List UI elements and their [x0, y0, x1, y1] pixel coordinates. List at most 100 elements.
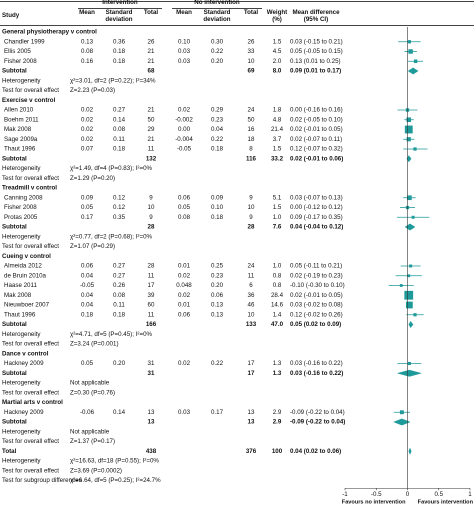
control-cell: -0.05 — [177, 146, 192, 153]
intervention-cell: 0.35 — [113, 214, 126, 221]
subtotal-md-label: 0.03 (-0.16 to 0.22) — [290, 370, 343, 377]
stat-label: Test for overall effect — [2, 341, 59, 348]
control-cell: 10 — [248, 204, 255, 211]
column-header: Mean — [79, 9, 95, 16]
intervention-cell: 21 — [148, 107, 155, 114]
weight-cell: 4.5 — [273, 48, 282, 55]
intervention-cell: 0.05 — [81, 204, 94, 211]
subtotal-md-label: 0.04 (-0.04 to 0.12) — [290, 224, 343, 231]
intervention-cell: 50 — [148, 116, 155, 123]
weight-cell: 21.4 — [271, 126, 284, 133]
weight-cell: 1.3 — [273, 360, 282, 367]
total-weight: 100 — [272, 448, 283, 455]
study-name: de Bruin 2010a — [4, 272, 47, 279]
intervention-cell: 0.08 — [81, 48, 94, 55]
intervention-cell: 0.20 — [113, 360, 126, 367]
intervention-cell: 0.04 — [81, 302, 94, 309]
control-cell: 8 — [249, 146, 253, 153]
md-label: -0.10 (-0.30 to 0.10) — [290, 282, 345, 289]
stat-label: Heterogeneity — [2, 458, 41, 465]
control-cell: 0.09 — [211, 194, 224, 201]
effect-square — [407, 195, 412, 201]
control-cell: 0.22 — [211, 360, 224, 367]
effect-square — [407, 274, 411, 278]
intervention-cell: 0.18 — [113, 58, 126, 65]
intervention-cell: 0.16 — [81, 58, 94, 65]
control-cell: 0.18 — [211, 214, 224, 221]
control-cell: 0.04 — [211, 126, 224, 133]
subtotal-diamond — [407, 67, 419, 75]
control-cell: 0.23 — [211, 272, 224, 279]
control-cell: 0.00 — [178, 126, 191, 133]
study-name: Chandler 1999 — [4, 38, 45, 45]
md-label: 0.12 (-0.02 to 0.26) — [290, 311, 343, 318]
intervention-cell: 0.09 — [81, 194, 94, 201]
header-rule — [172, 8, 262, 9]
header-bottom-rule — [0, 25, 474, 26]
stat-text: Z=0.30 (P=0.76) — [70, 389, 115, 396]
column-header: Standard deviation — [105, 9, 133, 23]
control-cell: 10 — [248, 311, 255, 318]
study-name: Thaut 1996 — [4, 311, 36, 318]
x-tick-label: -1 — [342, 491, 348, 498]
column-header: Total — [143, 9, 159, 16]
intervention-cell: 17 — [148, 282, 155, 289]
intervention-cell: 0.18 — [113, 311, 126, 318]
total-int-total: 438 — [146, 448, 157, 455]
effect-square — [408, 49, 413, 54]
column-header: Mean difference (95% CI) — [292, 9, 340, 23]
study-name: Mak 2008 — [4, 292, 32, 299]
subtotal-ctrl-total: 13 — [248, 419, 255, 426]
intervention-cell: 21 — [148, 58, 155, 65]
effect-square — [413, 313, 417, 317]
weight-cell: 1.5 — [273, 146, 282, 153]
stat-label: Test for overall effect — [2, 243, 59, 250]
md-label: 0.03 (-0.16 to 0.22) — [290, 360, 343, 367]
x-axis-label-right: Favours intervention — [418, 500, 474, 506]
control-cell: 24 — [248, 263, 255, 270]
intervention-cell: 0.14 — [113, 116, 126, 123]
x-tick-label: 1 — [468, 491, 472, 498]
study-name: Hackney 2009 — [4, 409, 44, 416]
group-title: Exercise v control — [2, 97, 56, 104]
control-cell: 17 — [248, 360, 255, 367]
control-cell: 0.048 — [176, 282, 192, 289]
subtotal-md-label: -0.09 (-0.22 to 0.04) — [290, 419, 345, 426]
weight-cell: 1.5 — [273, 38, 282, 45]
weight-cell: 2.0 — [273, 58, 282, 65]
md-label: 0.02 (-0.01 to 0.05) — [290, 292, 343, 299]
stat-label: Test for overall effect — [2, 87, 59, 94]
stat-text: χ²=6.64, df=5 (P=0.25); I²=24.7% — [70, 477, 161, 484]
subtotal-ctrl-total: 69 — [248, 68, 255, 75]
study-name: Mak 2008 — [4, 126, 32, 133]
intervention-cell: 0.11 — [113, 136, 125, 143]
total-diamond — [408, 447, 412, 455]
stat-label: Test for overall effect — [2, 389, 59, 396]
intervention-cell: 0.02 — [81, 136, 94, 143]
intervention-cell: 39 — [148, 292, 155, 299]
md-label: 0.02 (-0.01 to 0.05) — [290, 126, 343, 133]
intervention-cell: 11 — [148, 311, 155, 318]
control-cell: 50 — [248, 116, 255, 123]
control-cell: 0.13 — [211, 311, 224, 318]
study-name: Canning 2008 — [4, 194, 43, 201]
control-cell: 0.10 — [211, 204, 224, 211]
subtotal-label: Subtotal — [2, 419, 27, 426]
control-cell: -0.004 — [175, 136, 193, 143]
intervention-cell: 13 — [148, 409, 155, 416]
control-cell: 11 — [248, 272, 255, 279]
stat-text: Z=3.69 (P=0.0002) — [70, 467, 122, 474]
study-name: Fisher 2008 — [4, 204, 37, 211]
study-name: Boehm 2011 — [4, 116, 39, 123]
intervention-cell: 9 — [149, 194, 153, 201]
control-cell: 0.06 — [178, 311, 191, 318]
column-header: Mean — [176, 9, 192, 16]
group-title: Martial arts v control — [2, 399, 63, 406]
stat-text: Z=2.23 (P=0.03) — [70, 87, 115, 94]
weight-cell: 1.4 — [273, 311, 282, 318]
md-label: 0.13 (0.01 to 0.25) — [290, 58, 341, 65]
control-cell: 0.29 — [211, 107, 224, 114]
weight-cell: 4.8 — [273, 116, 282, 123]
intervention-cell: 0.08 — [113, 292, 126, 299]
